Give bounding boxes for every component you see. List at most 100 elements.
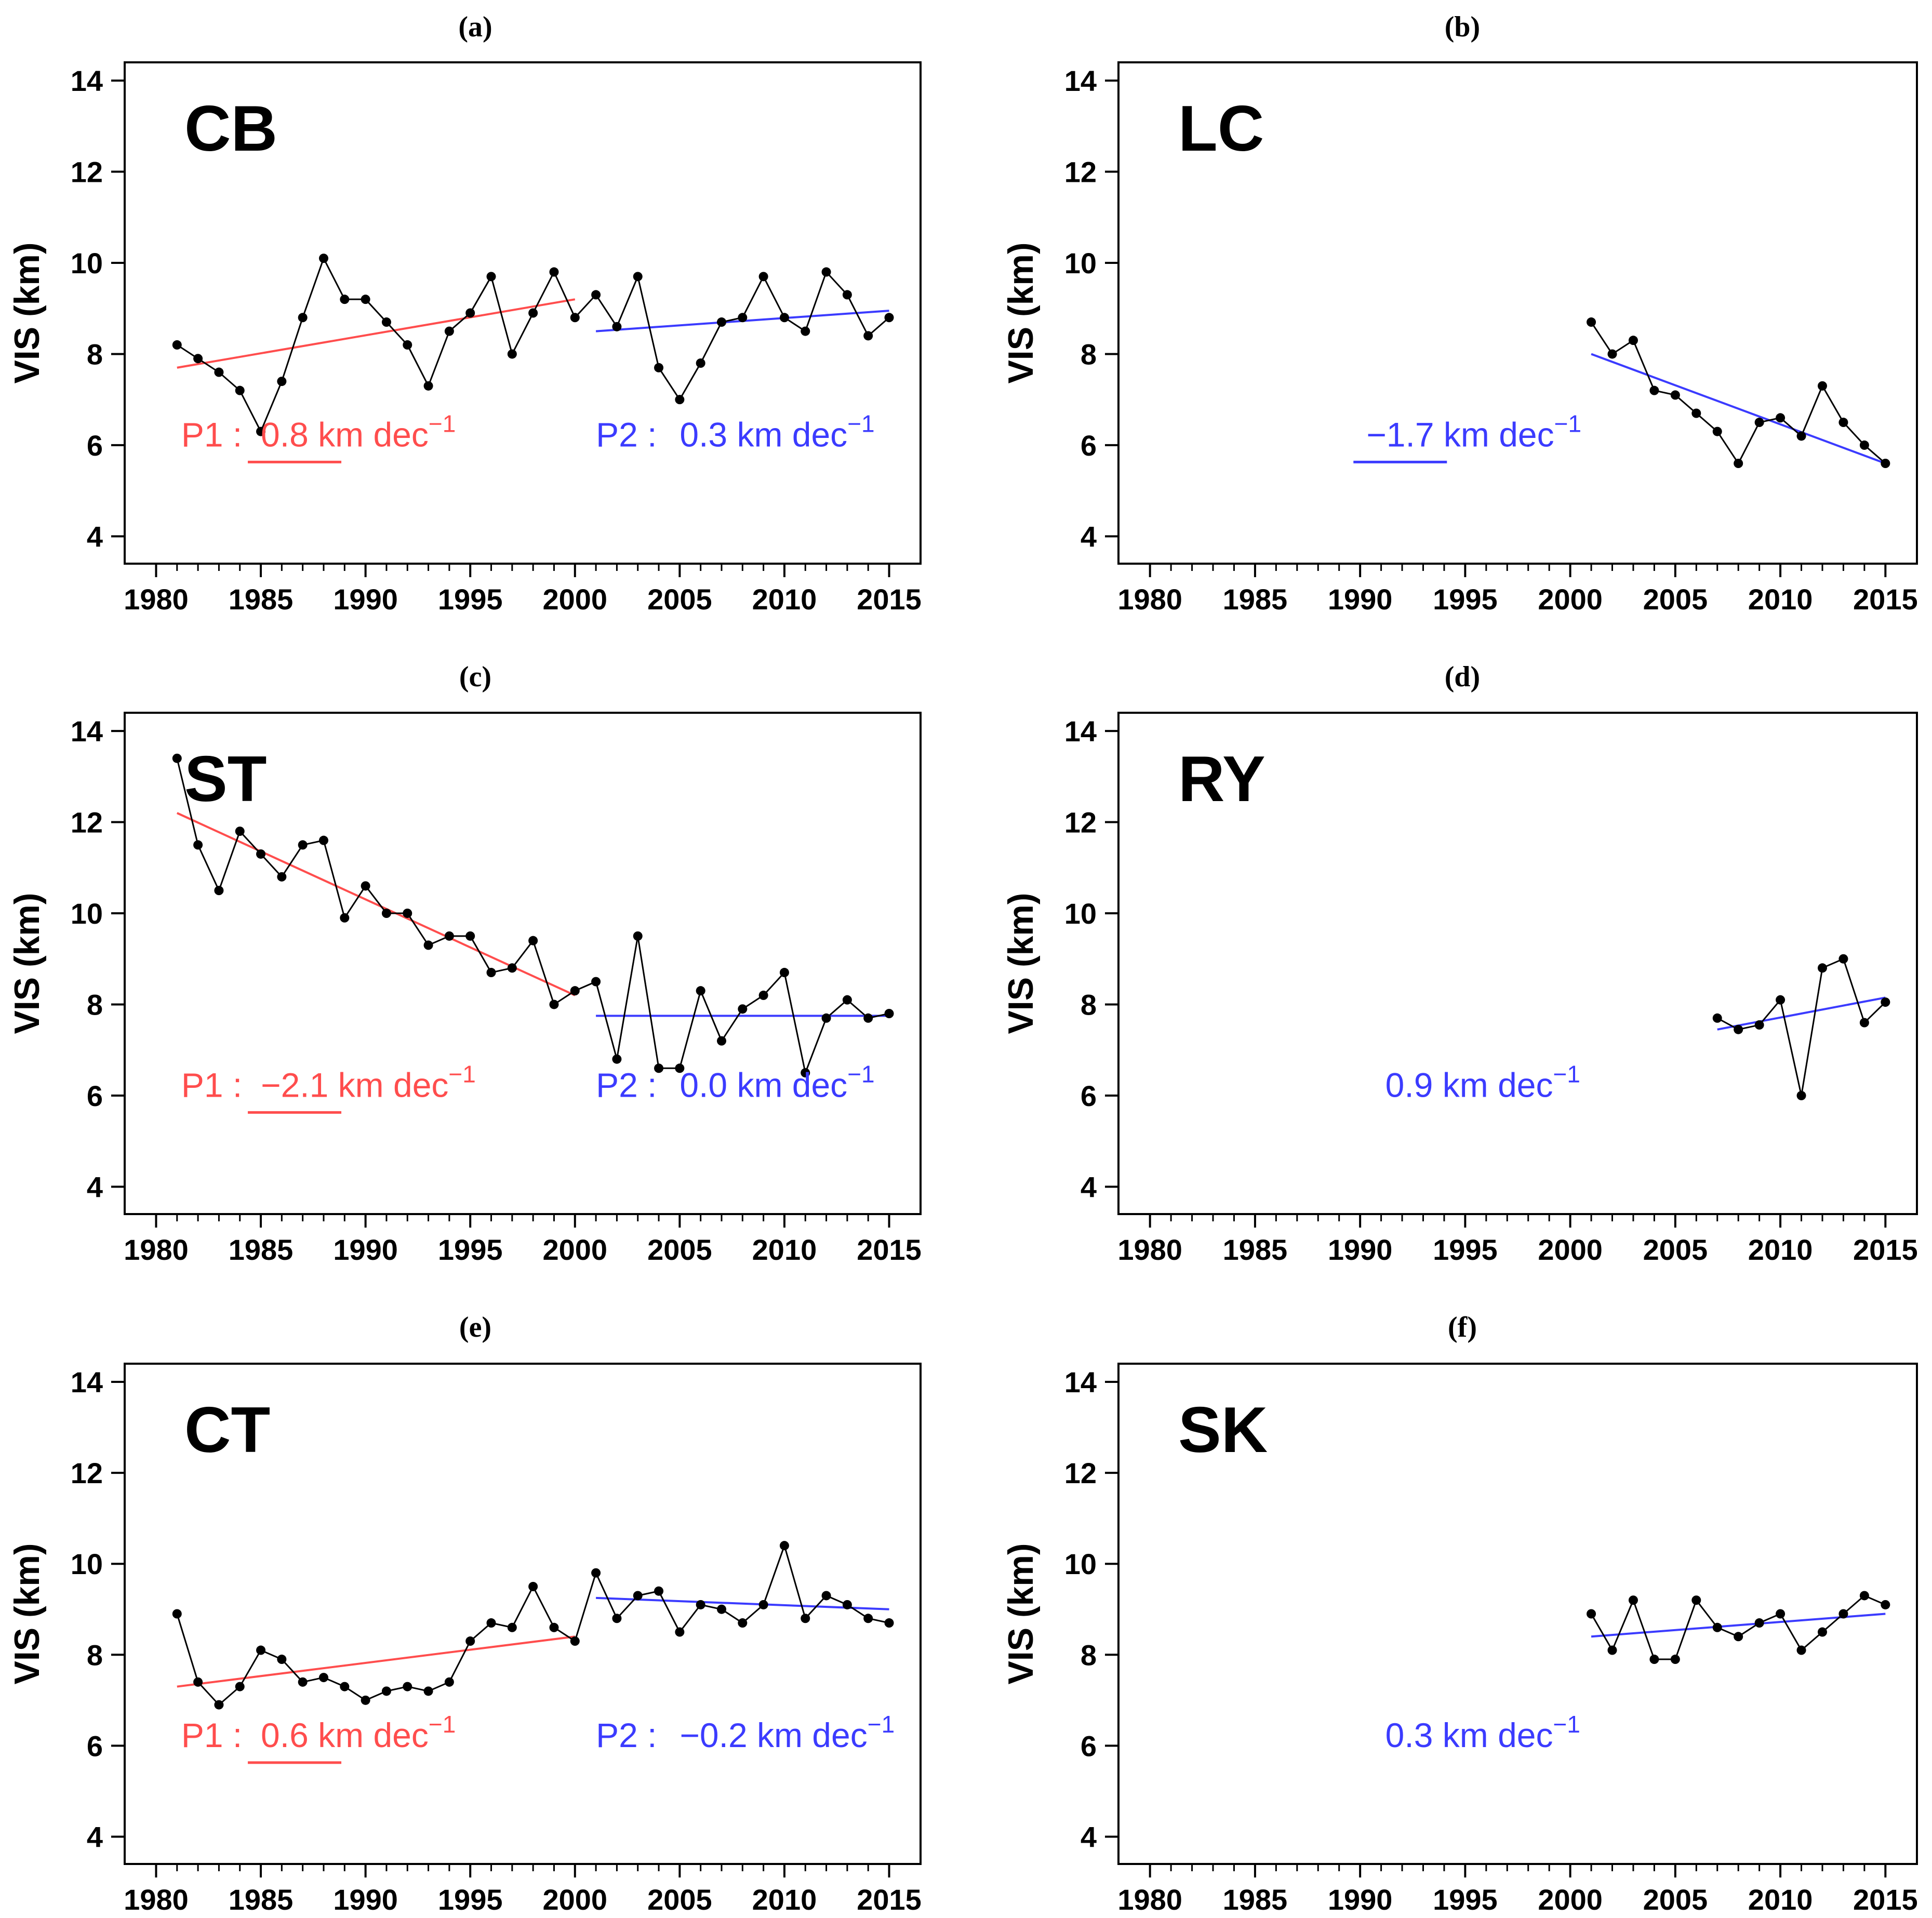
data-point: [1712, 427, 1722, 436]
data-point: [738, 1618, 748, 1628]
data-point: [779, 1541, 789, 1551]
data-point: [696, 358, 705, 368]
data-point: [842, 290, 852, 300]
panel-label: (e): [459, 1311, 491, 1343]
data-point: [1838, 418, 1848, 428]
panel-ry: (d) 4 6 8 10 12 14 1980 1985 1990 1995 2000 2005 2010…: [1001, 661, 1918, 1266]
data-point: [821, 1591, 831, 1601]
data-point: [675, 1063, 685, 1073]
data-point: [654, 1586, 664, 1596]
trend-line-p: [1591, 353, 1886, 464]
data-point: [528, 1581, 538, 1591]
data-point: [1670, 1655, 1680, 1664]
data-point: [1796, 1090, 1806, 1100]
data-point: [863, 1614, 873, 1623]
panel-ct: (e) 4 6 8 10 12 14 1980 1985 1990 1995 2000 2005 2010…: [7, 1311, 922, 1916]
x-tick-label: 1980: [1117, 1883, 1182, 1916]
x-tick-label: 1990: [333, 583, 398, 616]
data-point: [444, 931, 454, 941]
x-tick-label: 1995: [1433, 583, 1498, 616]
data-point: [403, 1682, 412, 1691]
data-point: [193, 1677, 203, 1687]
data-point: [633, 272, 643, 282]
x-tick-label: 1985: [229, 1883, 294, 1916]
x-tick-label: 2005: [647, 1883, 712, 1916]
y-axis-label: VIS (km): [7, 1543, 47, 1684]
station-label: CT: [184, 1394, 270, 1466]
data-point: [1628, 336, 1638, 345]
data-point: [717, 1036, 726, 1046]
data-point: [570, 313, 580, 323]
trend-label-p2: P2 :: [596, 1716, 657, 1754]
data-point: [696, 986, 705, 996]
y-tick-label: 12: [71, 1457, 103, 1489]
trend-label-p2: P2 :: [596, 1065, 657, 1104]
station-label: CB: [184, 93, 277, 165]
data-point: [1776, 995, 1786, 1005]
trend-value-p2: 0.0 km dec−1: [679, 1060, 874, 1104]
station-label: SK: [1178, 1394, 1268, 1466]
trend-line-p2: [596, 1596, 889, 1610]
panel-label: (b): [1445, 11, 1480, 43]
data-point: [549, 1000, 559, 1009]
y-tick-label: 14: [71, 715, 103, 748]
y-tick-label: 10: [1064, 897, 1097, 930]
panel-sk: (f) 4 6 8 10 12 14 1980 1985 1990 1995 2000 2005 2010…: [1001, 1311, 1918, 1916]
x-tick-label: 2000: [1538, 583, 1603, 616]
series-line: [1590, 1594, 1886, 1660]
data-point: [381, 317, 391, 327]
y-tick-label: 12: [1064, 156, 1097, 189]
data-point: [486, 272, 496, 282]
data-point: [633, 1591, 643, 1601]
x-tick-label: 2000: [543, 1233, 608, 1266]
x-tick-label: 1985: [1223, 1233, 1288, 1266]
trend-value-p: 0.9 km dec−1: [1385, 1060, 1580, 1104]
y-tick-label: 8: [87, 988, 103, 1021]
data-point: [1838, 1609, 1848, 1619]
data-point: [1649, 385, 1659, 395]
x-tick-label: 1980: [124, 583, 189, 616]
data-point: [758, 272, 768, 282]
x-tick-label: 1995: [1433, 1883, 1498, 1916]
y-tick-label: 8: [87, 338, 103, 370]
data-point: [1817, 381, 1827, 391]
data-point: [1670, 390, 1680, 400]
y-tick-label: 8: [1081, 988, 1097, 1021]
data-point: [779, 313, 789, 323]
x-tick-label: 2015: [1853, 1233, 1918, 1266]
plot-frame: [1117, 61, 1918, 565]
data-point: [612, 1614, 622, 1623]
data-point: [612, 1054, 622, 1064]
x-tick-label: 2010: [1748, 583, 1813, 616]
panel-st: (c) 4 6 8 10 12 14 1980 1985 1990 1995 2000 2005 2010…: [7, 661, 922, 1266]
data-point: [591, 1568, 601, 1578]
x-tick-label: 1985: [1223, 583, 1288, 616]
x-tick-label: 2010: [752, 583, 817, 616]
x-tick-label: 1990: [333, 1233, 398, 1266]
data-point: [1628, 1595, 1638, 1605]
data-point: [507, 963, 517, 973]
panel-label: (c): [459, 661, 491, 693]
x-tick-label: 2000: [543, 1883, 608, 1916]
data-point: [591, 977, 601, 987]
trend-label-p1: P1 :: [181, 1065, 242, 1104]
trend-value-p: −1.7 km dec−1: [1366, 410, 1581, 454]
x-tick-label: 1990: [333, 1883, 398, 1916]
data-point: [1881, 1600, 1890, 1609]
y-tick-label: 6: [1081, 1729, 1097, 1762]
x-tick-label: 1980: [124, 1233, 189, 1266]
data-point: [1712, 1013, 1722, 1023]
data-point: [758, 1600, 768, 1609]
data-point: [1734, 1024, 1743, 1034]
data-point: [675, 395, 685, 405]
data-point: [507, 1622, 517, 1632]
trend-label-p1: P1 :: [181, 1716, 242, 1754]
data-point: [779, 968, 789, 978]
data-point: [842, 995, 852, 1005]
x-tick-label: 1985: [229, 583, 294, 616]
data-point: [298, 840, 308, 850]
data-point: [612, 322, 622, 331]
data-point: [193, 354, 203, 364]
data-point: [549, 1622, 559, 1632]
data-point: [1754, 1020, 1764, 1030]
